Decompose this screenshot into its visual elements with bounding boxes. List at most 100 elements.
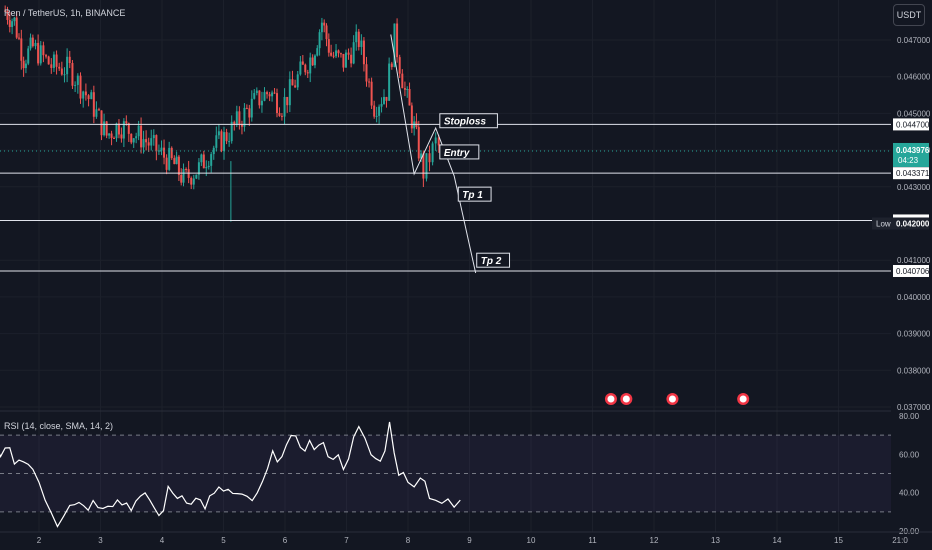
candle-body (360, 40, 363, 47)
candle-body (286, 96, 289, 106)
candle-body (318, 32, 321, 49)
candle-body (362, 40, 365, 65)
candle-body (18, 37, 21, 39)
candle-body (266, 92, 269, 95)
candle-body (313, 55, 316, 66)
low-tag (872, 217, 929, 230)
candle-body (291, 79, 294, 86)
candle-body (225, 132, 228, 142)
candle-body (20, 38, 23, 61)
price-tick-label: 0.045000 (897, 109, 931, 118)
candle-body (393, 23, 396, 68)
candle-body (127, 123, 130, 134)
event-flag-dot (739, 395, 747, 403)
candle-body (22, 60, 25, 69)
price-tick-label: 0.038000 (897, 366, 931, 375)
candle-body (235, 111, 238, 125)
candle-body (50, 64, 53, 68)
time-axis: 2 3 4 5 6 7 8 9 10 11 12 13 14 15 21:0 (0, 531, 932, 545)
current-price-tag (893, 142, 929, 167)
candle-body (47, 56, 50, 65)
candle-body (11, 21, 14, 27)
candle-body (417, 127, 420, 159)
candle-body (182, 168, 185, 183)
candle-body (437, 137, 440, 146)
candle-body (100, 110, 103, 136)
candle-body (87, 95, 90, 100)
candle-body (325, 25, 328, 40)
candle-body (197, 162, 200, 175)
candle-body (220, 131, 223, 151)
candle-body (45, 55, 48, 57)
candle-body (365, 64, 368, 82)
candle-body (84, 91, 87, 96)
currency-button[interactable]: USDT (893, 4, 925, 26)
candle-body (74, 84, 77, 86)
candle-body (66, 56, 69, 75)
annotation-tp-1: Tp 1 (457, 186, 492, 202)
rsi-tick-label: 60.00 (899, 450, 920, 459)
candle-body (309, 57, 312, 74)
candle-body (97, 109, 100, 111)
candle-body (150, 138, 153, 146)
price-tick-label: 0.047000 (897, 36, 931, 45)
candle-body (316, 48, 319, 56)
candle-body (378, 106, 381, 116)
candle-body (55, 54, 58, 67)
time-tick-label: 13 (711, 536, 720, 545)
candle-body (168, 147, 171, 170)
candle-body (200, 154, 203, 163)
price-tick-label: 0.046000 (897, 73, 931, 82)
candle-body (8, 19, 11, 27)
candle-body (243, 107, 246, 127)
annotation-box (439, 113, 498, 129)
candle-body (288, 79, 291, 106)
candle-body (217, 131, 220, 136)
annotation-label: Entry (444, 148, 470, 159)
candle-body (301, 61, 304, 65)
candle-body (388, 63, 391, 101)
candle-body (380, 103, 383, 107)
candle-body (58, 66, 61, 69)
price-level-value: 0.040706 (896, 267, 930, 276)
candle-body (383, 96, 386, 104)
candle-body (390, 63, 393, 68)
candle-body (92, 92, 95, 117)
candle-body (273, 92, 276, 94)
candle-body (253, 93, 256, 99)
rsi-title: RSI (14, close, SMA, 14, 2) (4, 421, 114, 431)
annotation-tp-2: Tp 2 (476, 252, 511, 268)
price-tick-label: 0.037000 (897, 403, 931, 412)
price-tick-label: 0.039000 (897, 330, 931, 339)
time-tick-label: 21:0 (892, 536, 908, 545)
time-tick-label: 11 (588, 536, 597, 545)
time-tick-label: 6 (283, 536, 288, 545)
candle-body (140, 125, 143, 148)
rsi-tick-label: 40.00 (899, 489, 920, 498)
annotation-box (439, 144, 480, 160)
candle-body (82, 91, 85, 99)
candle-body (350, 54, 353, 64)
price-level-value: 0.044700 (896, 120, 930, 129)
price-level-tag (893, 264, 929, 277)
annotation-box (476, 252, 511, 268)
candle-body (205, 167, 208, 169)
candle-body (71, 63, 74, 86)
candle-body (327, 39, 330, 53)
price-level-value: 0.043371 (896, 169, 930, 178)
candle-body (401, 73, 404, 89)
candle-body (431, 143, 434, 163)
candle-body (152, 135, 155, 139)
time-tick-label: 12 (650, 536, 659, 545)
candle-body (260, 100, 263, 106)
candle-body (175, 156, 178, 165)
candle-body (135, 136, 138, 139)
candle-body (306, 72, 309, 74)
candle-body (90, 92, 93, 100)
candle-body (323, 22, 326, 26)
event-flag-dot (622, 395, 630, 403)
candle-body (344, 52, 347, 68)
candle-body (115, 123, 118, 139)
rsi-pane (0, 421, 891, 528)
